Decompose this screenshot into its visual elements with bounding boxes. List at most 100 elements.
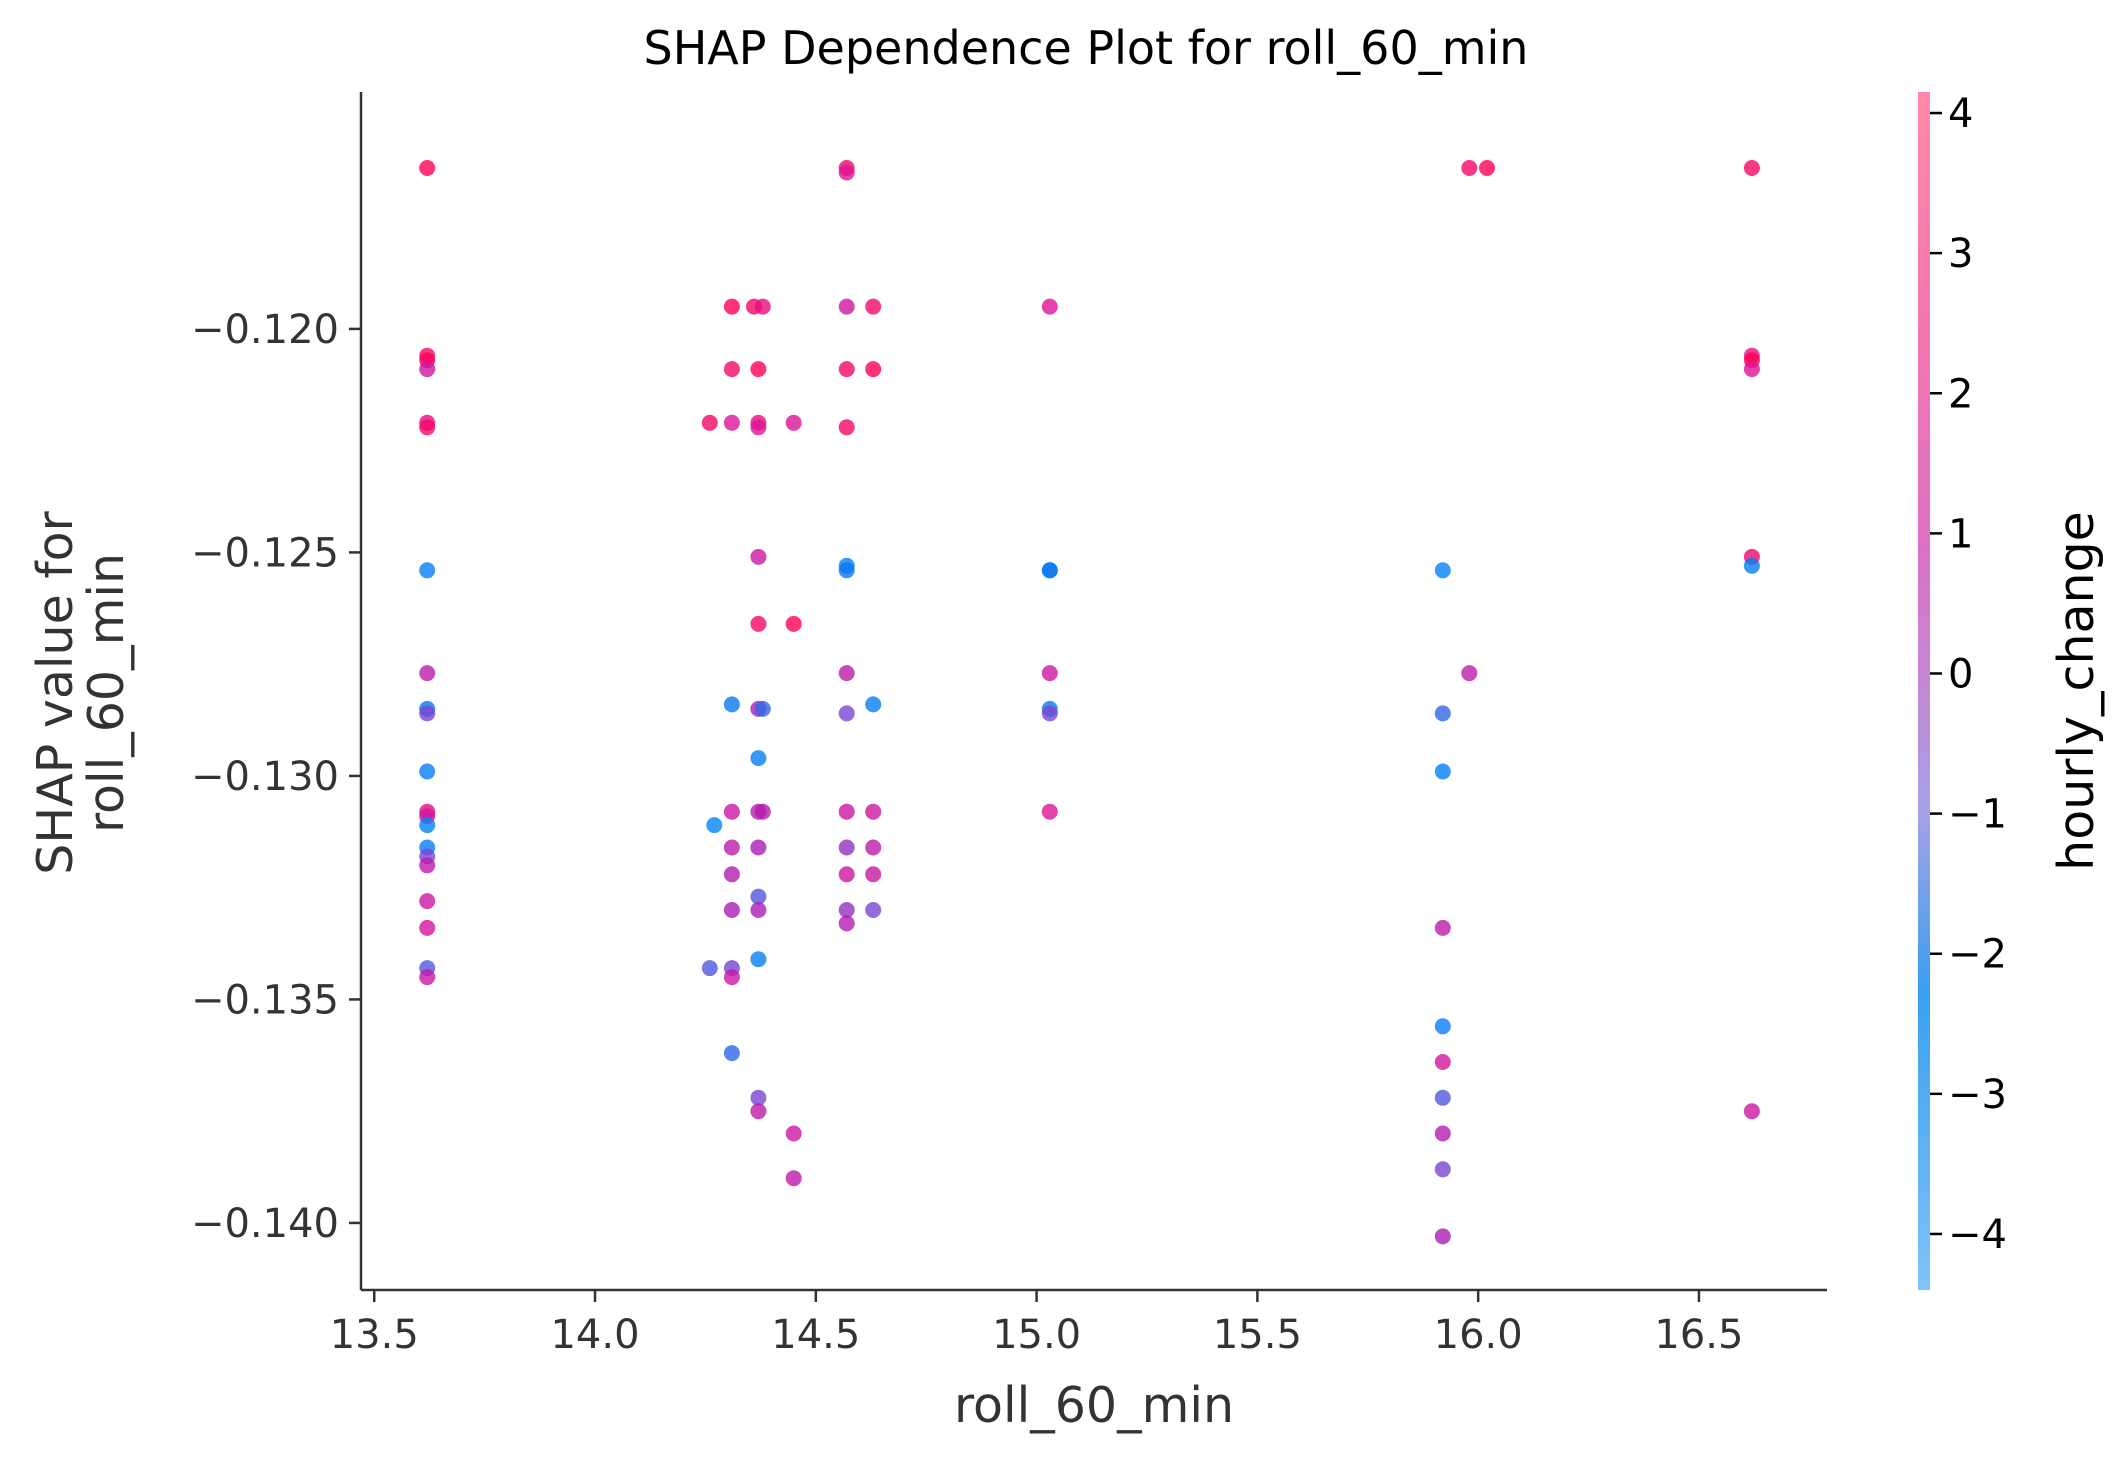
scatter-point [838, 803, 855, 820]
y-tick-label: −0.130 [191, 754, 339, 800]
scatter-point [785, 1125, 802, 1142]
scatter-point [1434, 763, 1451, 780]
scatter-point [750, 548, 767, 565]
scatter-point [1434, 1089, 1451, 1106]
scatter-point [1041, 298, 1058, 315]
scatter-point [838, 361, 855, 378]
scatter-point [785, 615, 802, 632]
scatter-point [701, 414, 718, 431]
scatter-point [754, 700, 771, 717]
scatter-point [838, 164, 855, 181]
scatter-point [838, 915, 855, 932]
y-tick-label: −0.135 [191, 977, 339, 1023]
colorbar-tick-label: 3 [1948, 231, 1973, 277]
scatter-point [419, 919, 436, 936]
scatter-point [723, 1045, 740, 1062]
scatter-point [723, 839, 740, 856]
scatter-point [750, 1089, 767, 1106]
colorbar-tick-label: 0 [1948, 651, 1973, 697]
scatter-point [1434, 1161, 1451, 1178]
scatter-point [1743, 557, 1760, 574]
y-tick-label: −0.125 [191, 530, 339, 576]
scatter-point [1434, 919, 1451, 936]
colorbar-tick-label: 1 [1948, 511, 1973, 557]
x-tick-label: 16.5 [1654, 1312, 1743, 1358]
x-tick-label: 14.5 [771, 1312, 860, 1358]
scatter-point [865, 361, 882, 378]
scatter-point [419, 160, 436, 176]
scatter-point [419, 857, 436, 874]
scatter-point [838, 705, 855, 722]
scatter-point [838, 419, 855, 436]
scatter-point [750, 951, 767, 968]
chart-title: SHAP Dependence Plot for roll_60_min [644, 21, 1529, 75]
y-axis-label: SHAP value for roll_60_min [27, 510, 135, 874]
scatter-point [723, 866, 740, 883]
scatter-point [419, 665, 436, 682]
scatter-point [750, 615, 767, 632]
colorbar-tick-label: −1 [1948, 792, 2007, 838]
y-axis-ticks: −0.120 −0.125 −0.130 −0.135 −0.140 [191, 307, 361, 1247]
scatter-point [785, 414, 802, 431]
scatter-point [838, 562, 855, 579]
y-tick-label: −0.140 [191, 1201, 339, 1247]
colorbar-tick-label: 2 [1948, 371, 1973, 417]
scatter-point [865, 803, 882, 820]
scatter-point [1041, 562, 1058, 579]
x-axis-ticks: 13.5 14.0 14.5 15.0 15.5 16.0 16.5 [330, 1290, 1743, 1358]
scatter-point [1041, 705, 1058, 722]
scatter-point [785, 1170, 802, 1187]
x-axis-label: roll_60_min [954, 1377, 1234, 1434]
colorbar-tick-label: 4 [1948, 91, 1973, 137]
scatter-point [723, 902, 740, 918]
x-tick-label: 15.5 [1213, 1312, 1302, 1358]
scatter-point [865, 696, 882, 713]
scatter-point [750, 888, 767, 905]
scatter-point [750, 1103, 767, 1120]
scatter-point [419, 419, 436, 436]
scatter-point [419, 893, 436, 910]
scatter-point [723, 696, 740, 713]
colorbar-tick-label: −4 [1948, 1212, 2007, 1258]
scatter-point [419, 562, 436, 579]
scatter-point [701, 960, 718, 977]
colorbar-ticks: 4 3 2 1 0 −1 −2 −3 −4 [1930, 91, 2007, 1258]
scatter-point [838, 665, 855, 682]
colorbar [1918, 92, 1930, 1290]
scatter-point [865, 866, 882, 883]
colorbar-tick-label: −3 [1948, 1072, 2007, 1118]
scatter-point [1434, 562, 1451, 579]
scatter-point [419, 705, 436, 722]
scatter-point [1434, 705, 1451, 722]
colorbar-tick-label: −2 [1948, 932, 2007, 978]
scatter-point [1479, 160, 1495, 176]
scatter-point [750, 750, 767, 767]
scatter-point [838, 839, 855, 856]
scatter-point [750, 839, 767, 856]
scatter-point [1041, 803, 1058, 820]
scatter-point [723, 414, 740, 431]
scatter-point [723, 969, 740, 986]
scatter-point [419, 361, 436, 378]
scatter-point [706, 817, 723, 834]
scatter-point [754, 803, 771, 820]
scatter-point [838, 866, 855, 883]
scatter-point [750, 419, 767, 436]
scatter-point [1743, 1103, 1760, 1120]
scatter-point [750, 361, 767, 378]
x-tick-label: 15.0 [992, 1312, 1081, 1358]
x-tick-label: 13.5 [330, 1312, 419, 1358]
scatter-point [1743, 160, 1760, 176]
scatter-point [838, 902, 855, 918]
scatter-point [1434, 1018, 1451, 1035]
scatter-point [1461, 160, 1478, 176]
scatter-point [723, 361, 740, 378]
scatter-point [419, 763, 436, 780]
scatter-point [723, 803, 740, 820]
scatter-point [1461, 665, 1478, 682]
scatter-point [865, 839, 882, 856]
scatter-point [838, 298, 855, 315]
scatter-point [419, 817, 436, 834]
scatter-point [723, 298, 740, 315]
